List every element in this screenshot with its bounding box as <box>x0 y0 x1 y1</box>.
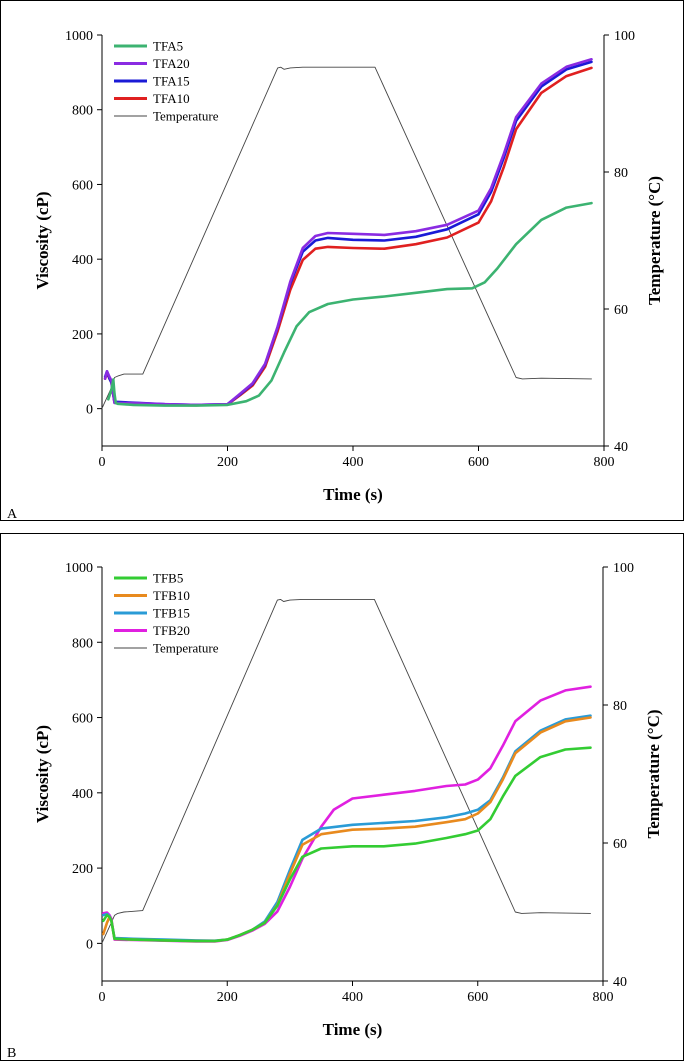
panel-label-a: A <box>7 507 18 522</box>
chart-panel-a: 0 200 400 600 800 0 200 400 600 800 1000 40 60 80 100 T… <box>0 0 684 522</box>
series-line-tfb5 <box>102 746 592 943</box>
y-tick-label: 0 <box>86 403 93 418</box>
y2-axis-title: Temperature (°C) <box>644 709 663 838</box>
x-tick-label: 0 <box>99 455 106 470</box>
y2-tick-label: 60 <box>614 303 628 318</box>
y2-tick-label: 40 <box>613 975 627 990</box>
legend-label-tfa5: TFA5 <box>153 39 183 54</box>
y2-tick-label: 60 <box>613 837 627 852</box>
series-line-tfb10 <box>102 716 592 943</box>
y-tick-label: 200 <box>72 862 93 877</box>
y2-tick-label: 40 <box>614 440 628 455</box>
x-tick-label: 0 <box>99 990 106 1005</box>
legend-label-tfa20: TFA20 <box>153 56 190 71</box>
x-axis-title: Time (s) <box>323 485 383 504</box>
x-tick-label: 200 <box>217 455 238 470</box>
legend-label-tfb10: TFB10 <box>153 588 190 603</box>
y-tick-label: 600 <box>72 712 93 727</box>
x-axis-title: Time (s) <box>323 1020 383 1039</box>
y-tick-label: 600 <box>72 178 93 193</box>
legend-label-tfb5: TFB5 <box>153 571 183 586</box>
x-tick-label: 600 <box>468 455 489 470</box>
y-tick-label: 400 <box>72 253 93 268</box>
panel-label-b: B <box>7 1046 17 1061</box>
y2-tick-label: 100 <box>614 29 635 44</box>
y-tick-label: 1000 <box>65 29 93 44</box>
series-line-tfa5 <box>107 201 593 407</box>
y-tick-label: 0 <box>86 937 93 952</box>
y-tick-label: 400 <box>72 787 93 802</box>
series-line-tfb15 <box>102 714 592 942</box>
y2-tick-label: 80 <box>614 166 628 181</box>
chart-b-svg: 0 200 400 600 800 0 200 400 600 800 1000 40 60 80 100 T… <box>33 561 663 1039</box>
y-tick-label: 1000 <box>65 561 93 576</box>
x-tick-label: 400 <box>343 455 364 470</box>
y2-axis-title: Temperature (°C) <box>645 176 664 305</box>
legend-label-tfa10: TFA10 <box>153 91 190 106</box>
x-tick-label: 800 <box>593 990 614 1005</box>
x-tick-label: 600 <box>467 990 488 1005</box>
y-tick-label: 800 <box>72 636 93 651</box>
series-line-temperature <box>101 66 592 409</box>
y-tick-label: 200 <box>72 328 93 343</box>
y2-tick-label: 100 <box>613 561 634 576</box>
legend-label-temperature: Temperature <box>153 109 219 124</box>
x-tick-label: 400 <box>342 990 363 1005</box>
y-axis-title: Viscosity (cP) <box>33 191 52 289</box>
legend-label-tfb15: TFB15 <box>153 606 190 621</box>
chart-a-svg: 0 200 400 600 800 0 200 400 600 800 1000 40 60 80 100 T… <box>33 29 664 504</box>
legend-label-tfa15: TFA15 <box>153 74 190 89</box>
y2-tick-label: 80 <box>613 699 627 714</box>
series-line-temperature <box>101 598 591 944</box>
legend-label-temperature: Temperature <box>153 641 219 656</box>
chart-panel-b: 0 200 400 600 800 0 200 400 600 800 1000 40 60 80 100 T… <box>0 533 684 1061</box>
y-tick-label: 800 <box>72 104 93 119</box>
legend-label-tfb20: TFB20 <box>153 623 190 638</box>
series-line-tfb20 <box>102 685 592 943</box>
x-tick-label: 200 <box>217 990 238 1005</box>
y-axis-title: Viscosity (cP) <box>33 725 52 823</box>
x-tick-label: 800 <box>594 455 615 470</box>
